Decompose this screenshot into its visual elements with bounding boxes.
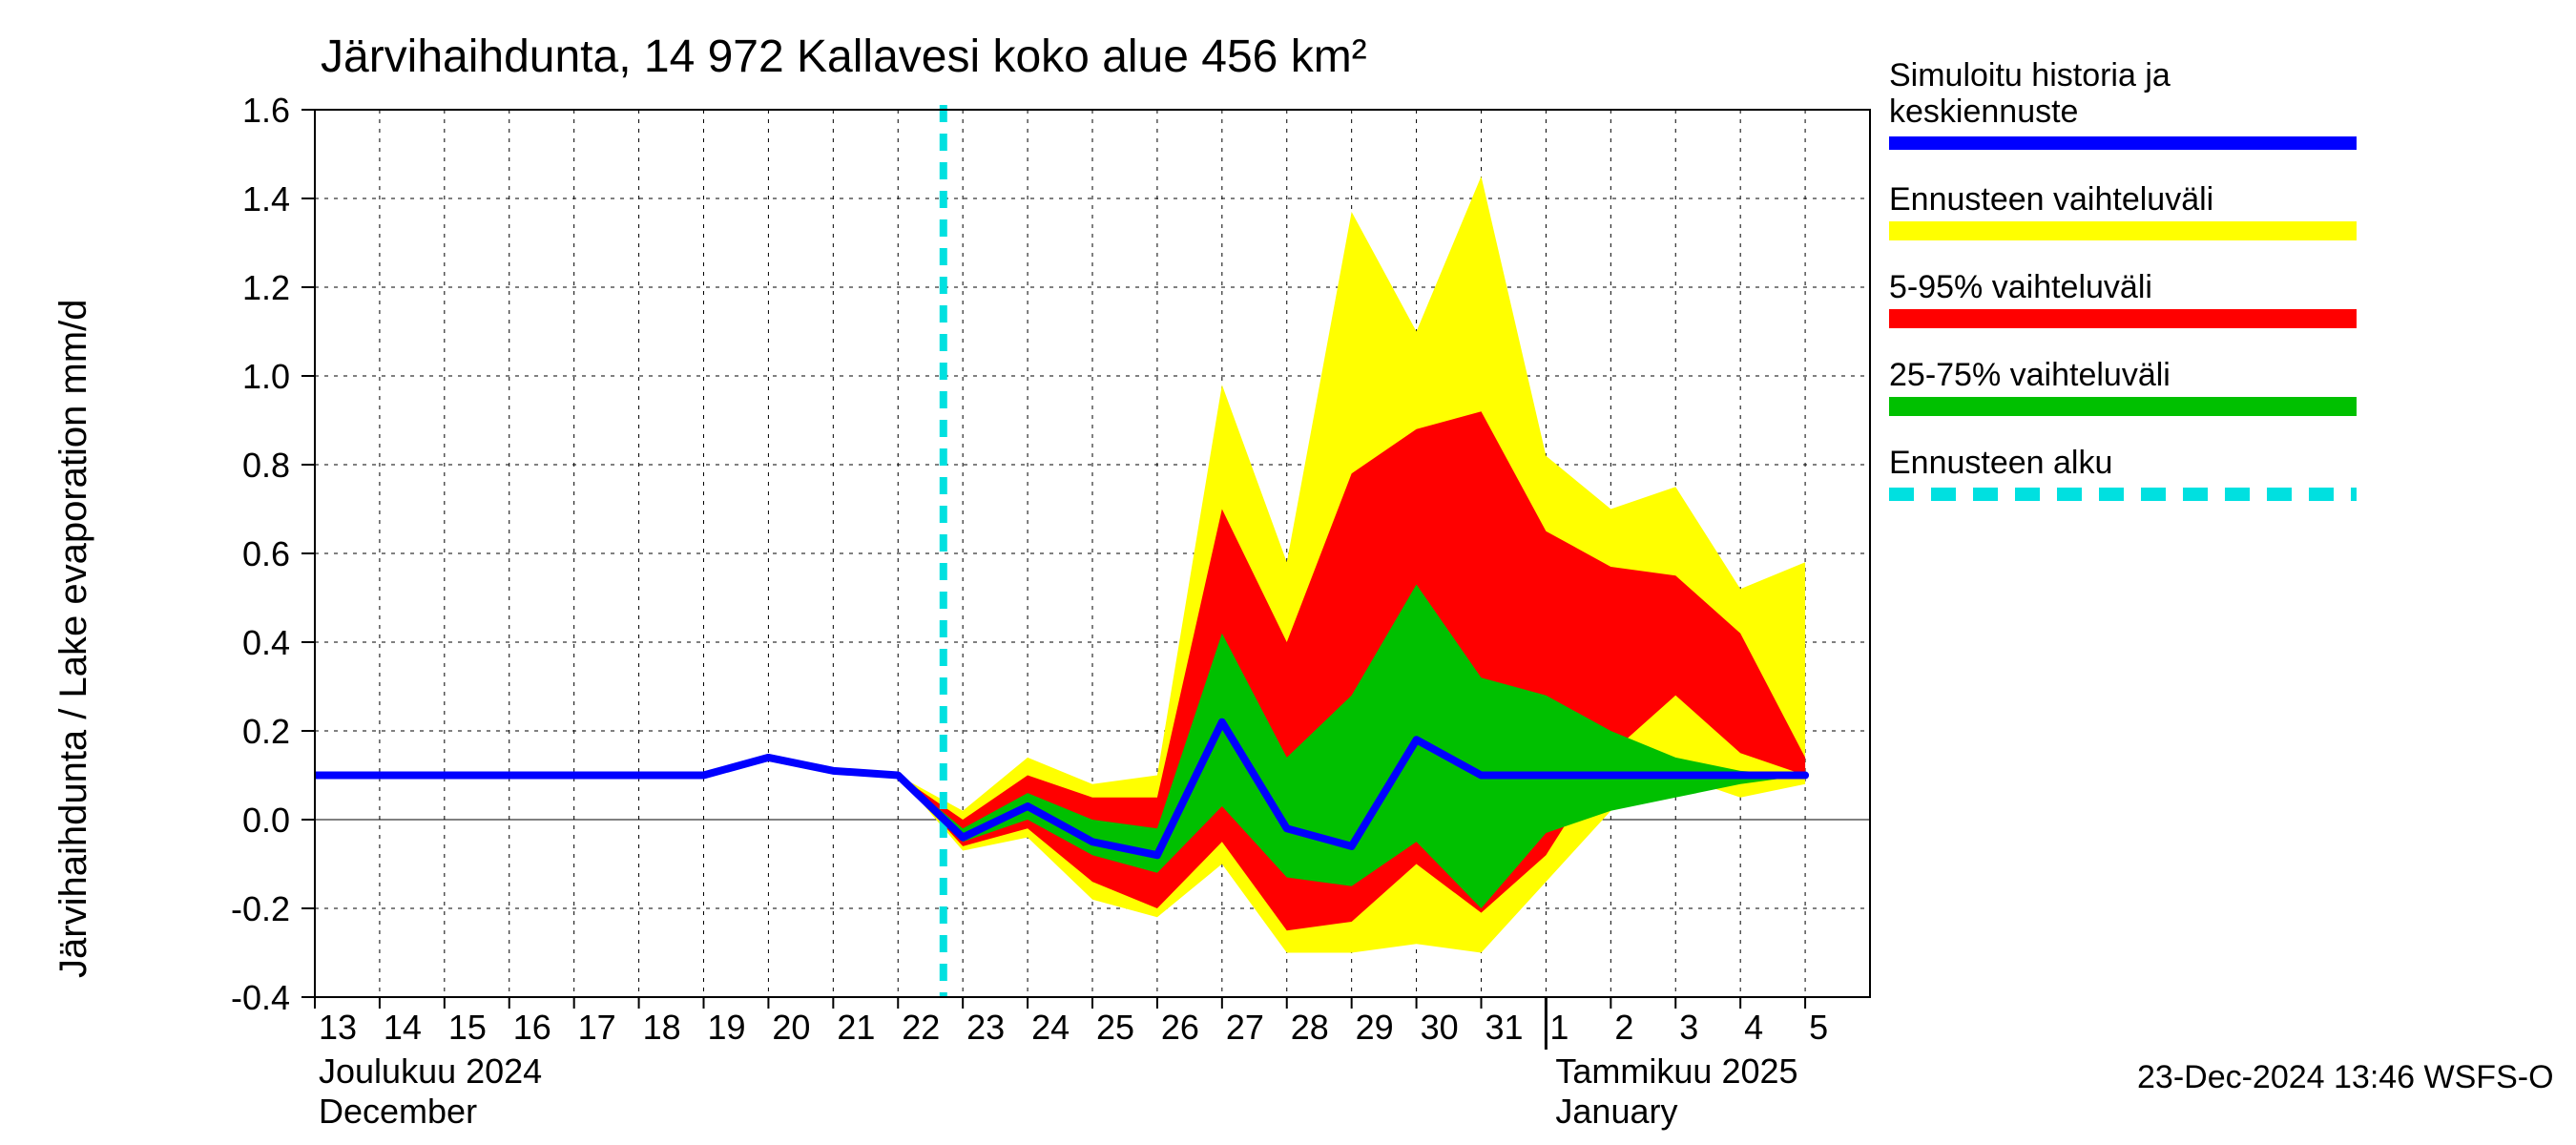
y-axis-label: Järvihaihdunta / Lake evaporation mm/d [52,299,94,978]
y-tick-label: 1.2 [242,268,290,307]
x-tick-label: 26 [1161,1008,1199,1047]
legend-item: Ennusteen alku [1889,445,2357,494]
x-tick-label: 19 [708,1008,746,1047]
chart-title: Järvihaihdunta, 14 972 Kallavesi koko al… [321,31,1367,82]
x-tick-label: 23 [966,1008,1005,1047]
legend-swatch [1889,397,2357,416]
forecast-bands [315,177,1805,953]
legend: Simuloitu historia jakeskiennuste Ennuste… [1889,57,2357,494]
chart-footer: 23-Dec-2024 13:46 WSFS-O [2137,1059,2554,1095]
x-tick-label: 28 [1291,1008,1329,1047]
x-tick-label: 13 [319,1008,357,1047]
x-tick-label: 31 [1485,1008,1524,1047]
x-tick-label: 1 [1549,1008,1568,1047]
month-label-right-en: January [1555,1092,1677,1131]
legend-swatch [1889,309,2357,328]
legend-label: 5-95% vaihteluväli [1889,269,2152,305]
y-tick-label: 1.4 [242,179,290,219]
x-tick-label: 15 [448,1008,487,1047]
y-tick-label: 0.8 [242,446,290,485]
x-axis-ticks: 1314151617181920212223242526272829303112… [315,997,1828,1047]
legend-item: 25-75% vaihteluväli [1889,357,2357,416]
x-tick-label: 30 [1421,1008,1459,1047]
y-tick-label: 1.6 [242,91,290,130]
y-tick-label: -0.4 [231,978,290,1017]
x-tick-label: 17 [578,1008,616,1047]
y-tick-label: 1.0 [242,357,290,396]
x-tick-label: 21 [837,1008,875,1047]
x-tick-label: 14 [384,1008,422,1047]
x-tick-label: 16 [513,1008,551,1047]
x-tick-label: 27 [1226,1008,1264,1047]
legend-swatch [1889,221,2357,240]
legend-label: Ennusteen vaihteluväli [1889,181,2213,218]
y-tick-label: 0.6 [242,534,290,573]
x-tick-label: 25 [1096,1008,1134,1047]
y-tick-label: 0.4 [242,623,290,662]
x-tick-label: 5 [1809,1008,1828,1047]
x-tick-label: 24 [1031,1008,1070,1047]
x-tick-label: 29 [1356,1008,1394,1047]
y-tick-label: 0.0 [242,801,290,840]
x-tick-label: 20 [772,1008,810,1047]
legend-item: 5-95% vaihteluväli [1889,269,2357,328]
month-label-right-fi: Tammikuu 2025 [1555,1051,1797,1091]
month-label-left-en: December [319,1092,477,1131]
x-tick-label: 2 [1614,1008,1633,1047]
legend-label: Simuloitu historia ja [1889,57,2171,94]
y-tick-label: 0.2 [242,712,290,751]
x-tick-label: 4 [1744,1008,1763,1047]
x-tick-label: 3 [1679,1008,1698,1047]
x-tick-label: 22 [902,1008,940,1047]
y-tick-label: -0.2 [231,889,290,928]
legend-item: Ennusteen vaihteluväli [1889,181,2357,240]
month-label-left-fi: Joulukuu 2024 [319,1051,542,1091]
legend-label: 25-75% vaihteluväli [1889,357,2171,393]
forecast-chart: -0.4-0.20.00.20.40.60.81.01.21.41.613141… [0,0,2576,1145]
chart-container: -0.4-0.20.00.20.40.60.81.01.21.41.613141… [0,0,2576,1145]
x-tick-label: 18 [643,1008,681,1047]
legend-label: keskiennuste [1889,94,2078,130]
legend-label: Ennusteen alku [1889,445,2112,481]
legend-item: Simuloitu historia jakeskiennuste [1889,57,2357,143]
y-axis-ticks: -0.4 -0.2 0.0 0.2 0.4 0.6 0.8 1.0 1.2 1.4 1.6 [231,91,315,1017]
